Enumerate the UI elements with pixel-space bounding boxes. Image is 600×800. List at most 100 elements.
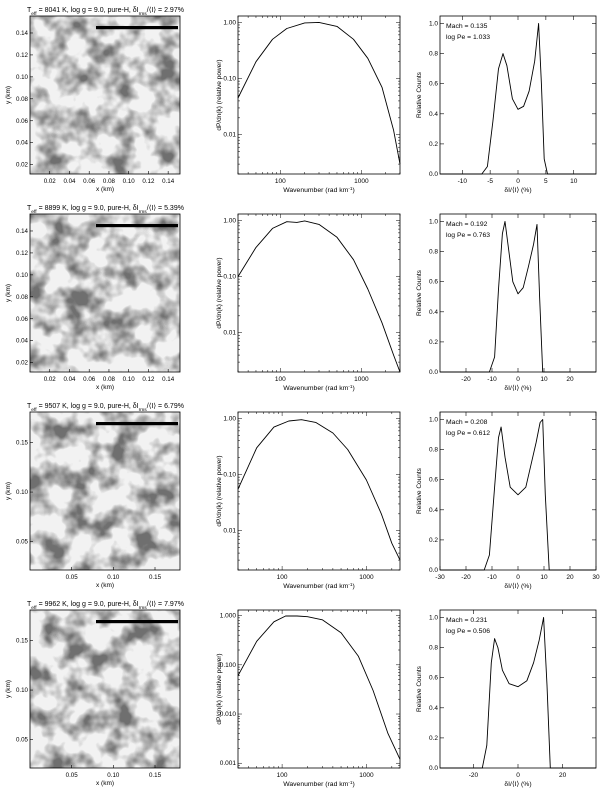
image-title-part: rms bbox=[139, 11, 148, 17]
histogram-y-tick-label: 0.8 bbox=[429, 645, 438, 652]
histogram-x-tick-label: 20 bbox=[566, 376, 574, 383]
image-title: Teff = 8899 K, log g = 9.0, pure-H, δIrm… bbox=[27, 204, 184, 215]
image-y-tick-label: 0.05 bbox=[16, 736, 29, 743]
histogram-y-tick-label: 0.4 bbox=[429, 111, 438, 118]
spectrum-y-tick-label: 1.00 bbox=[223, 217, 236, 224]
image-y-tick-label: 0.04 bbox=[16, 338, 29, 345]
histogram-y-tick-label: 0.2 bbox=[429, 537, 438, 544]
histogram-x-tick-label: 10 bbox=[570, 178, 578, 185]
spectrum-x-label-part: ) bbox=[353, 187, 355, 194]
spectrum-x-tick-label: 1000 bbox=[359, 772, 374, 779]
histogram-y-tick-label: 0.8 bbox=[429, 249, 438, 256]
peclet-annotation: log Pe = 0.763 bbox=[446, 232, 490, 239]
spectrum-x-label: Wavenumber (rad km-1) bbox=[283, 582, 355, 591]
spectrum-y-tick-label: 0.01 bbox=[223, 330, 236, 337]
intensity-map-texture bbox=[30, 16, 180, 174]
spectrum-x-label-part: -1 bbox=[348, 780, 353, 786]
spectrum-y-tick-label: 0.100 bbox=[220, 662, 237, 669]
histogram-x-label: δI/⟨I⟩ (%) bbox=[504, 186, 531, 194]
histogram-x-tick-label: 20 bbox=[566, 574, 574, 581]
figure-row-1: Teff = 8041 K, log g = 9.0, pure-H, δIrm… bbox=[5, 6, 597, 194]
image-x-tick-label: 0.06 bbox=[83, 178, 96, 185]
histogram-y-tick-label: 0.8 bbox=[429, 447, 438, 454]
spectrum-y-label: dP/dn(k) (relative power) bbox=[216, 59, 223, 130]
histogram-y-tick-label: 0.4 bbox=[429, 507, 438, 514]
image-x-tick-label: 0.12 bbox=[142, 178, 155, 185]
image-y-tick-label: 0.10 bbox=[16, 272, 29, 279]
image-title-part: /⟨I⟩ = 5.39% bbox=[147, 204, 184, 212]
image-title-part: = 8041 K, log g = 9.0, pure-H, δI bbox=[37, 7, 139, 14]
image-x-label: x (km) bbox=[96, 780, 114, 787]
spectrum-x-tick-label: 100 bbox=[275, 376, 286, 383]
image-title-part: = 9507 K, log g = 9.0, pure-H, δI bbox=[37, 403, 139, 410]
image-x-tick-label: 0.10 bbox=[107, 772, 120, 779]
spectrum-x-label: Wavenumber (rad km-1) bbox=[283, 384, 355, 393]
histogram-line bbox=[440, 23, 596, 175]
histogram-x-tick-label: -10 bbox=[458, 178, 468, 185]
image-x-tick-label: 0.04 bbox=[63, 376, 76, 383]
spectrum-x-label-part: Wavenumber (rad km bbox=[283, 781, 348, 788]
image-title: Teff = 8041 K, log g = 9.0, pure-H, δIrm… bbox=[27, 6, 184, 17]
image-y-tick-label: 0.10 bbox=[16, 687, 29, 694]
image-title-part: rms bbox=[139, 407, 148, 413]
image-y-tick-label: 0.14 bbox=[16, 228, 29, 235]
histogram-y-label: Relative Counts bbox=[416, 665, 423, 712]
image-title-part: = 8899 K, log g = 9.0, pure-H, δI bbox=[37, 205, 139, 212]
image-x-tick-label: 0.06 bbox=[83, 376, 96, 383]
spectrum-x-tick-label: 100 bbox=[277, 574, 288, 581]
histogram-x-tick-label: 10 bbox=[540, 376, 548, 383]
spectrum-y-tick-label: 0.10 bbox=[223, 472, 236, 479]
image-y-tick-label: 0.06 bbox=[16, 316, 29, 323]
image-title-part: eff bbox=[31, 605, 37, 611]
histogram-x-tick-label: -20 bbox=[461, 574, 471, 581]
histogram-x-tick-label: -5 bbox=[487, 178, 493, 185]
image-title-part: eff bbox=[31, 209, 37, 215]
figure-rows: Teff = 8041 K, log g = 9.0, pure-H, δIrm… bbox=[5, 6, 600, 788]
image-x-label: x (km) bbox=[96, 384, 114, 391]
histogram-y-tick-label: 0.6 bbox=[429, 675, 438, 682]
histogram-y-tick-label: 0.0 bbox=[429, 765, 438, 772]
histogram-x-label: δI/⟨I⟩ (%) bbox=[504, 384, 531, 392]
spectrum-frame bbox=[237, 609, 401, 769]
spectrum-y-label: dP/dn(k) (relative power) bbox=[216, 257, 223, 328]
histogram-x-label: δI/⟨I⟩ (%) bbox=[504, 582, 531, 590]
spectrum-y-tick-label: 1.000 bbox=[220, 613, 237, 620]
image-y-tick-label: 0.12 bbox=[16, 52, 29, 59]
image-y-tick-label: 0.04 bbox=[16, 140, 29, 147]
image-x-tick-label: 0.05 bbox=[66, 574, 79, 581]
histogram-x-tick-label: 10 bbox=[540, 574, 548, 581]
mach-annotation: Mach = 0.231 bbox=[446, 617, 488, 624]
spectrum-x-label-part: -1 bbox=[348, 384, 353, 390]
image-title: Teff = 9962 K, log g = 9.0, pure-H, δIrm… bbox=[27, 600, 184, 611]
mach-annotation: Mach = 0.192 bbox=[446, 221, 488, 228]
intensity-map-texture bbox=[30, 412, 180, 570]
histogram-y-tick-label: 0.4 bbox=[429, 309, 438, 316]
scale-bar bbox=[96, 422, 178, 426]
spectrum-x-label-part: Wavenumber (rad km bbox=[283, 385, 348, 392]
intensity-map-texture bbox=[30, 610, 180, 768]
image-y-label: y (km) bbox=[5, 482, 12, 500]
histogram-y-tick-label: 0.2 bbox=[429, 735, 438, 742]
histogram-x-tick-label: 0 bbox=[516, 772, 520, 779]
spectrum-x-label: Wavenumber (rad km-1) bbox=[283, 780, 355, 789]
spectrum-frame bbox=[237, 213, 401, 373]
histogram-y-label: Relative Counts bbox=[416, 269, 423, 316]
image-title-part: eff bbox=[31, 11, 37, 17]
spectrum-x-tick-label: 1000 bbox=[354, 376, 369, 383]
spectrum-x-tick-label: 100 bbox=[275, 178, 286, 185]
histogram-y-tick-label: 0.0 bbox=[429, 567, 438, 574]
histogram-x-tick-label: -20 bbox=[461, 376, 471, 383]
peclet-annotation: log Pe = 0.506 bbox=[446, 628, 490, 635]
image-title-part: T bbox=[27, 7, 32, 14]
image-y-tick-label: 0.06 bbox=[16, 118, 29, 125]
histogram-x-tick-label: -20 bbox=[469, 772, 479, 779]
histogram-line bbox=[440, 617, 596, 769]
figure-row-2: Teff = 8899 K, log g = 9.0, pure-H, δIrm… bbox=[5, 204, 597, 393]
image-y-label: y (km) bbox=[5, 680, 12, 698]
histogram-x-tick-label: -30 bbox=[435, 574, 445, 581]
spectrum-y-label: dP/dn(k) (relative power) bbox=[216, 455, 223, 526]
scale-bar bbox=[96, 26, 178, 30]
image-y-tick-label: 0.02 bbox=[16, 162, 29, 169]
image-x-tick-label: 0.04 bbox=[63, 178, 76, 185]
histogram-y-tick-label: 0.6 bbox=[429, 477, 438, 484]
